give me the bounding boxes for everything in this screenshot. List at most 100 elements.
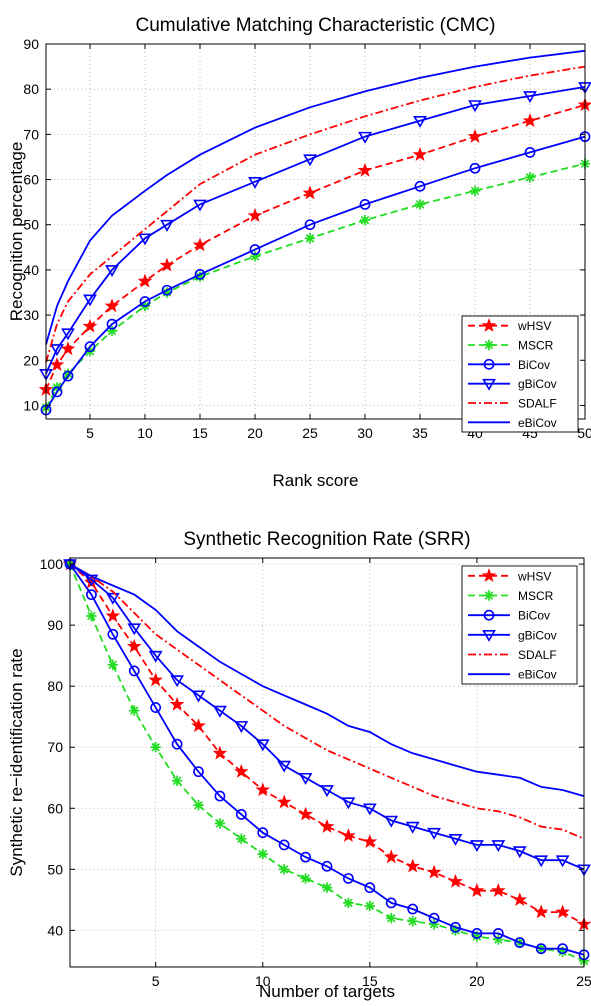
data-point-MSCR (279, 864, 290, 875)
data-point-BiCov (471, 928, 483, 939)
legend-label-SDALF: SDALF (518, 397, 557, 411)
chart-title: Cumulative Matching Characteristic (CMC) (135, 15, 495, 36)
data-point-gBiCov (83, 294, 97, 307)
legend: wHSV MSCR BiCov gBiCov SDALF eBiCov (461, 565, 578, 685)
legend-marker-MSCR (483, 339, 495, 351)
data-point-BiCov (492, 928, 504, 939)
data-point-gBiCov (512, 846, 527, 859)
data-point-wHSV (426, 864, 442, 879)
data-point-wHSV (555, 904, 570, 919)
legend-label-MSCR: MSCR (518, 589, 554, 603)
data-point-wHSV (126, 638, 142, 653)
data-point-wHSV (469, 883, 485, 897)
data-point-gBiCov (61, 328, 75, 341)
x-tick-label: 20 (247, 425, 263, 441)
data-point-BiCov (450, 921, 461, 933)
data-point-BiCov (128, 665, 140, 677)
series-gBiCov (63, 559, 591, 877)
series-line-eBiCov (69, 563, 585, 797)
data-point-MSCR (386, 913, 397, 924)
legend-label-MSCR: MSCR (518, 339, 554, 353)
series-SDALF (69, 563, 585, 840)
data-point-wHSV (255, 782, 271, 797)
data-point-BiCov (235, 808, 247, 820)
x-tick-label: 5 (152, 973, 160, 989)
data-point-wHSV (192, 237, 208, 252)
y-tick-label: 80 (23, 81, 39, 97)
data-point-MSCR (343, 897, 354, 909)
data-point-MSCR (194, 271, 206, 282)
series-line-BiCov (45, 135, 586, 411)
chart-title: Synthetic Recognition Rate (SRR) (183, 529, 470, 550)
data-point-BiCov (257, 827, 269, 839)
x-tick-label: 20 (469, 973, 485, 989)
data-point-BiCov (249, 244, 261, 255)
data-point-BiCov (107, 628, 119, 640)
data-point-gBiCov (555, 855, 570, 868)
data-point-wHSV (357, 162, 373, 177)
data-point-gBiCov (193, 199, 207, 212)
series-line-SDALF (69, 563, 585, 840)
legend-marker-gBiCov (482, 630, 496, 642)
data-point-gBiCov (358, 131, 372, 144)
data-point-MSCR (106, 325, 118, 337)
series-line-MSCR (45, 162, 586, 409)
data-point-gBiCov (470, 840, 484, 853)
data-point-gBiCov (234, 721, 249, 733)
y-tick-label: 70 (47, 739, 63, 755)
data-point-BiCov (171, 738, 183, 750)
x-tick-label: 15 (362, 973, 378, 989)
data-point-MSCR (304, 233, 316, 244)
y-tick-label: 90 (47, 617, 63, 633)
data-point-MSCR (129, 705, 140, 716)
data-point-gBiCov (468, 100, 482, 113)
x-tick-label: 10 (137, 425, 153, 441)
series-eBiCov (45, 49, 586, 345)
data-point-gBiCov (384, 815, 399, 828)
y-tick-label: 50 (47, 861, 63, 877)
data-point-BiCov (321, 860, 333, 872)
legend-label-eBiCov: eBiCov (518, 668, 557, 682)
legend-marker-BiCov (483, 609, 495, 621)
data-point-MSCR (450, 925, 461, 936)
data-point-wHSV (276, 794, 292, 809)
y-axis-label: Recognition percentage (7, 142, 26, 322)
data-point-gBiCov (413, 116, 427, 128)
data-point-MSCR (359, 215, 371, 226)
data-point-BiCov (161, 284, 173, 296)
y-axis-label: Synthetic re−identification rate (7, 648, 26, 876)
axes-box (45, 43, 586, 420)
data-point-wHSV (104, 298, 120, 313)
data-point-wHSV (362, 834, 378, 849)
data-point-gBiCov (138, 233, 152, 246)
data-point-BiCov (557, 943, 568, 955)
y-tick-label: 50 (23, 217, 39, 233)
data-point-wHSV (298, 806, 313, 821)
data-point-MSCR (557, 946, 568, 957)
y-tick-label: 30 (23, 307, 39, 323)
data-point-MSCR (86, 610, 97, 622)
data-point-gBiCov (298, 772, 313, 785)
data-point-BiCov (62, 370, 74, 382)
data-point-gBiCov (427, 827, 441, 840)
data-point-MSCR (364, 900, 375, 912)
data-point-gBiCov (362, 803, 377, 816)
data-point-BiCov (469, 162, 481, 174)
data-point-gBiCov (320, 785, 334, 798)
series-eBiCov (69, 563, 585, 797)
data-point-wHSV (169, 696, 185, 711)
series-line-gBiCov (45, 86, 586, 375)
data-point-wHSV (212, 745, 228, 760)
y-tick-label: 40 (47, 922, 63, 938)
x-tick-label: 25 (576, 973, 591, 989)
legend-label-eBiCov: eBiCov (518, 416, 557, 430)
x-tick-label: 10 (255, 973, 271, 989)
x-tick-label: 30 (357, 425, 373, 441)
data-point-MSCR (171, 775, 183, 786)
series-line-gBiCov (69, 563, 585, 871)
data-point-MSCR (524, 172, 536, 183)
data-point-gBiCov (127, 623, 142, 636)
series-line-eBiCov (45, 49, 586, 345)
data-point-BiCov (51, 386, 63, 398)
